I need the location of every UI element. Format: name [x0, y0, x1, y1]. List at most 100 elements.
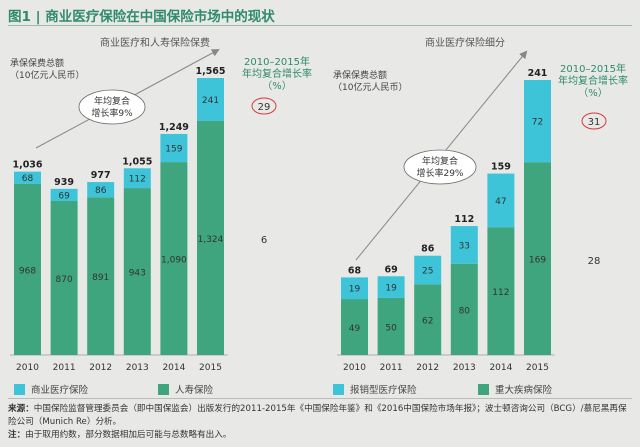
left-cagr-bubble-line-1: 年均复合: [94, 95, 130, 107]
right-legend-top-series: 报销型医疗保险: [333, 382, 417, 396]
right-label-bottom-2015: 169: [529, 256, 546, 266]
left-bar-top-2013: [123, 168, 151, 189]
right-label-bottom-2011: 50: [385, 323, 397, 333]
left-bar-top-2014: [160, 133, 188, 163]
right-legend-bottom-label: 重大疾病保险: [495, 385, 553, 396]
right-bar-bottom-2015: [524, 162, 551, 355]
footnote: 注：由于取用约数，部分数据相加后可能与总数略有出入。: [8, 429, 632, 442]
left-total-2011: 939: [54, 177, 74, 188]
left-chart: 968 68 1,036 2010 870 69 939 2011 891 86 977 2012 94…: [10, 66, 228, 373]
right-bar-top-2013: [450, 226, 478, 264]
right-legend-bottom-swatch: [478, 383, 489, 395]
notes: 来源：中国保险监督管理委员会（即中国保监会）出版发行的2011-2015年《中国…: [8, 403, 632, 442]
left-legend-bottom-label: 人寿保险: [175, 385, 214, 396]
left-cagr-value-medical: 29: [258, 102, 271, 113]
title-rule: [8, 25, 632, 26]
left-label-top-2010: 68: [22, 174, 34, 184]
right-total-2014: 159: [491, 162, 511, 173]
left-bar-bottom-2012: [87, 197, 115, 355]
left-label-bottom-2015: 1,324: [198, 235, 224, 245]
right-year-2011: 2011: [380, 363, 403, 373]
left-legend-top-swatch: [14, 383, 25, 395]
right-panel-title: 商业医疗保险细分: [425, 38, 505, 49]
right-cagr-header-line-2: 年均复合增长率: [558, 76, 628, 87]
right-year-2015: 2015: [526, 363, 549, 373]
left-cagr-circle: [251, 97, 277, 115]
notes-rule: [8, 398, 632, 399]
right-bar-bottom-2011: [377, 297, 405, 355]
right-cagr-value-critical-illness: 28: [588, 256, 601, 267]
left-year-2010: 2010: [16, 363, 39, 373]
right-total-2012: 86: [421, 244, 435, 255]
source-text: 中国保险监督管理委员会（即中国保监会）出版发行的2011-2015年《中国保险年…: [8, 404, 627, 427]
right-label-bottom-2010: 49: [349, 324, 361, 334]
figure-title: 图1 | 商业医疗保险在中国保险市场中的现状: [8, 9, 275, 25]
right-label-top-2011: 19: [385, 284, 397, 294]
left-label-top-2011: 69: [58, 191, 70, 201]
left-cagr-bubble-line-2: 增长率9%: [91, 107, 133, 119]
left-label-bottom-2012: 891: [92, 273, 109, 283]
left-total-2015: 1,565: [195, 66, 225, 77]
right-legend-bottom-series: 重大疾病保险: [478, 382, 552, 396]
right-label-top-2012: 25: [422, 266, 433, 276]
right-cagr-circle: [581, 112, 607, 130]
right-year-2013: 2013: [453, 363, 476, 373]
right-label-top-2010: 19: [349, 285, 361, 295]
right-total-2010: 68: [348, 265, 362, 276]
right-bar-top-2010: [341, 277, 368, 300]
left-year-2011: 2011: [53, 363, 76, 373]
left-bar-top-2011: [50, 188, 78, 202]
right-bar-top-2012: [414, 255, 442, 285]
source-label: 来源：: [8, 404, 34, 414]
left-bar-bottom-2013: [123, 188, 151, 355]
left-label-top-2014: 159: [165, 145, 182, 155]
left-bar-top-2010: [14, 171, 41, 184]
right-total-2013: 112: [454, 214, 474, 225]
left-year-2015: 2015: [199, 363, 222, 373]
right-bar-bottom-2010: [341, 299, 368, 355]
left-legend-top-series: 商业医疗保险: [14, 382, 88, 396]
left-cagr-value-life: 6: [261, 235, 267, 246]
right-unit-line-2: （10亿元人民币）: [333, 83, 408, 93]
right-label-bottom-2014: 112: [492, 288, 509, 298]
left-legend-bottom-series: 人寿保险: [158, 382, 213, 396]
left-cagr-header: 2010–2015年 年均复合增长率 （%）: [232, 57, 322, 93]
right-year-2010: 2010: [343, 363, 366, 373]
left-unit-line-2: （10亿元人民币）: [10, 71, 85, 81]
right-cagr-header: 2010–2015年 年均复合增长率 （%）: [548, 64, 638, 100]
left-label-bottom-2013: 943: [129, 269, 146, 279]
left-label-top-2015: 241: [202, 96, 219, 106]
right-chart: 49 19 68 2010 50 19 69 2011 62 25 86 2012 80 33 112 201…: [337, 68, 555, 373]
left-legend-top-label: 商业医疗保险: [31, 385, 89, 396]
source-note: 来源：中国保险监督管理委员会（即中国保监会）出版发行的2011-2015年《中国…: [8, 403, 632, 429]
right-year-2014: 2014: [489, 363, 512, 373]
right-unit-label: 承保保费总额 （10亿元人民币）: [333, 70, 407, 94]
left-unit-label: 承保保费总额 （10亿元人民币）: [10, 58, 84, 82]
left-bar-bottom-2011: [50, 201, 78, 355]
right-bar-bottom-2014: [487, 227, 515, 355]
left-label-bottom-2011: 870: [56, 275, 73, 285]
note-label: 注：: [8, 430, 26, 440]
left-total-2013: 1,055: [122, 156, 152, 167]
right-cagr-bubble-line-2: 增长率29%: [416, 167, 463, 179]
left-year-2013: 2013: [126, 363, 149, 373]
right-legend-top-swatch: [333, 383, 344, 395]
right-cagr-bubble-line-1: 年均复合: [422, 155, 458, 167]
left-bar-top-2012: [87, 182, 115, 198]
right-label-top-2013: 33: [459, 241, 470, 251]
left-cagr-header-line-2: 年均复合增长率: [242, 69, 312, 80]
left-unit-line-1: 承保保费总额: [10, 59, 65, 69]
left-bar-bottom-2010: [14, 183, 41, 355]
left-label-top-2012: 86: [95, 186, 107, 196]
right-label-bottom-2012: 62: [422, 317, 433, 327]
right-bar-top-2011: [377, 276, 405, 298]
left-year-2014: 2014: [162, 363, 185, 373]
left-cagr-header-line-1: 2010–2015年: [244, 57, 310, 68]
left-legend-bottom-swatch: [158, 383, 169, 395]
right-cagr-bubble: [403, 149, 477, 185]
left-cagr-header-line-3: （%）: [262, 81, 292, 92]
right-bar-bottom-2013: [450, 263, 478, 355]
right-cagr-header-line-1: 2010–2015年: [560, 64, 626, 75]
right-total-2015: 241: [528, 68, 548, 79]
left-panel-title: 商业医疗和人寿保险保费: [100, 38, 210, 49]
